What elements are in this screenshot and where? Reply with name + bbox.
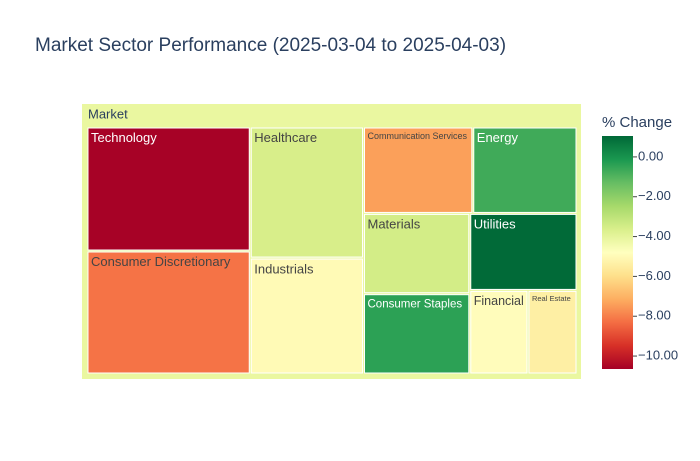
colorbar-tick-label: −4.00 [638,228,671,243]
sector-tile [250,127,364,258]
sector-tile [473,127,577,213]
colorbar-tick-label: 0.00 [638,148,663,163]
sector-label: Industrials [254,261,314,276]
sector-tile [528,290,577,374]
sector-tile [364,127,473,213]
sector-tile [87,127,250,251]
sector-label: Materials [368,217,421,232]
colorbar-title: % Change [602,114,672,131]
colorbar-tick-label: −6.00 [638,268,671,283]
colorbar-tick-label: −2.00 [638,188,671,203]
sector-label: Real Estate [532,294,571,303]
sector-label: Technology [91,130,157,145]
sector-label: Communication Services [368,131,468,141]
sector-tile [364,294,470,374]
sector-tile [87,251,250,374]
sector-label: Energy [477,130,519,145]
colorbar-tick-label: −8.00 [638,308,671,323]
sector-label: Healthcare [254,130,317,145]
chart-title: Market Sector Performance (2025-03-04 to… [35,35,506,56]
sector-label: Utilities [474,217,516,232]
sector-label: Consumer Discretionary [91,254,231,269]
root-label: Market [88,106,128,121]
sector-tile [470,213,577,290]
colorbar [602,136,633,369]
sector-tile [470,290,528,374]
colorbar-tick-label: −10.00 [638,347,678,362]
sector-tile [364,213,470,294]
sector-label: Consumer Staples [368,299,463,311]
sector-label: Financial [474,294,524,308]
sector-tile [250,258,364,374]
